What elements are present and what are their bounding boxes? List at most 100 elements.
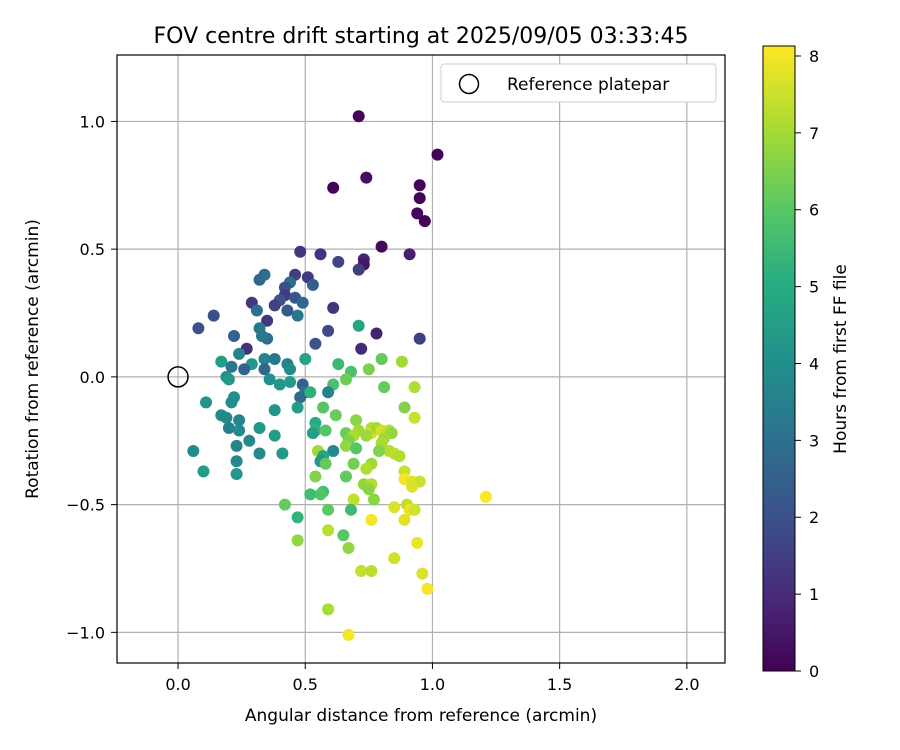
y-axis-label: Rotation from reference (arcmin) [23, 219, 43, 499]
data-point [319, 457, 332, 470]
x-tick-label: 0.5 [293, 675, 318, 694]
data-point [304, 386, 317, 399]
legend-marker [458, 73, 480, 95]
colorbar-tick-label: 8 [809, 47, 819, 66]
data-point [342, 628, 355, 641]
data-point [253, 422, 266, 434]
data-point [327, 301, 340, 314]
data-point [375, 240, 388, 253]
data-point [268, 353, 281, 365]
data-point [388, 552, 401, 565]
data-point [329, 409, 342, 422]
data-point [278, 498, 291, 511]
data-point [388, 501, 401, 514]
x-axis-ticks: 0.0 0.5 1.0 1.5 2.0 [165, 663, 700, 694]
data-point [340, 470, 352, 483]
data-point [322, 386, 335, 399]
data-point [421, 582, 434, 595]
colorbar-tick-label: 7 [809, 124, 819, 143]
data-point [250, 304, 263, 317]
reference-marker-group [167, 366, 189, 388]
y-tick-label: 1.0 [80, 112, 105, 131]
data-point [261, 314, 274, 327]
data-point [347, 493, 360, 506]
colorbar-tick-label: 0 [809, 662, 819, 681]
data-point [299, 353, 312, 365]
data-point [322, 503, 335, 516]
data-point [322, 324, 335, 337]
data-point [393, 450, 406, 463]
data-point [418, 215, 431, 228]
y-tick-label: −1.0 [66, 623, 105, 642]
data-point [408, 381, 421, 394]
data-point [222, 422, 235, 434]
data-point [327, 445, 340, 457]
data-point [350, 442, 363, 455]
x-tick-label: 0.0 [165, 675, 190, 694]
data-point [294, 391, 307, 404]
data-point [230, 468, 243, 480]
data-point [398, 401, 411, 414]
data-point [273, 378, 286, 391]
data-point [322, 524, 335, 537]
data-point [345, 503, 357, 516]
data-point [375, 353, 388, 365]
data-point [314, 248, 327, 261]
data-point [413, 179, 426, 192]
y-tick-label: 0.0 [80, 368, 105, 387]
data-point [370, 327, 383, 340]
data-point [253, 447, 266, 460]
colorbar-tick-label: 5 [809, 278, 819, 297]
data-point [291, 511, 304, 524]
data-point [268, 429, 281, 442]
data-point [327, 181, 340, 194]
data-point [431, 148, 444, 161]
colorbar-tick-label: 2 [809, 508, 819, 527]
data-point [413, 332, 426, 345]
data-point [403, 248, 416, 261]
data-point [322, 603, 335, 616]
data-point [233, 414, 246, 427]
data-point [291, 401, 304, 414]
chart-title: FOV centre drift starting at 2025/09/05 … [154, 24, 689, 49]
legend-label: Reference platepar [507, 75, 669, 95]
data-point [258, 363, 271, 376]
data-point [332, 358, 345, 371]
data-point [225, 360, 238, 373]
data-point [342, 542, 355, 554]
y-tick-label: −0.5 [66, 496, 105, 515]
data-point [352, 110, 365, 123]
data-point [395, 355, 408, 368]
data-point [296, 296, 309, 309]
colorbar-tick-label: 4 [809, 354, 819, 373]
data-point [355, 342, 368, 355]
y-tick-label: 0.5 [80, 240, 105, 259]
data-point [406, 480, 419, 493]
data-point [228, 330, 240, 342]
colorbar-ticks: 0 1 2 3 4 5 6 7 8 [795, 47, 819, 681]
data-point [306, 278, 319, 291]
data-point [360, 171, 373, 184]
data-point [294, 245, 307, 258]
data-point [306, 427, 319, 440]
data-point [332, 255, 345, 268]
data-point [263, 373, 276, 386]
legend: Reference platepar [440, 63, 717, 103]
data-point [253, 273, 266, 286]
colorbar-tick-label: 6 [809, 201, 819, 220]
data-point [258, 353, 271, 365]
data-point [192, 322, 205, 335]
data-point [276, 447, 289, 460]
data-point [413, 192, 426, 205]
data-point [256, 330, 268, 342]
data-point [281, 304, 294, 317]
data-point [238, 363, 251, 376]
data-point [352, 263, 365, 276]
data-point [340, 439, 352, 452]
data-point [362, 363, 375, 376]
data-point [360, 462, 373, 475]
data-point [225, 396, 238, 409]
data-point [233, 424, 246, 437]
data-point [291, 534, 304, 547]
x-tick-label: 2.0 [674, 675, 699, 694]
